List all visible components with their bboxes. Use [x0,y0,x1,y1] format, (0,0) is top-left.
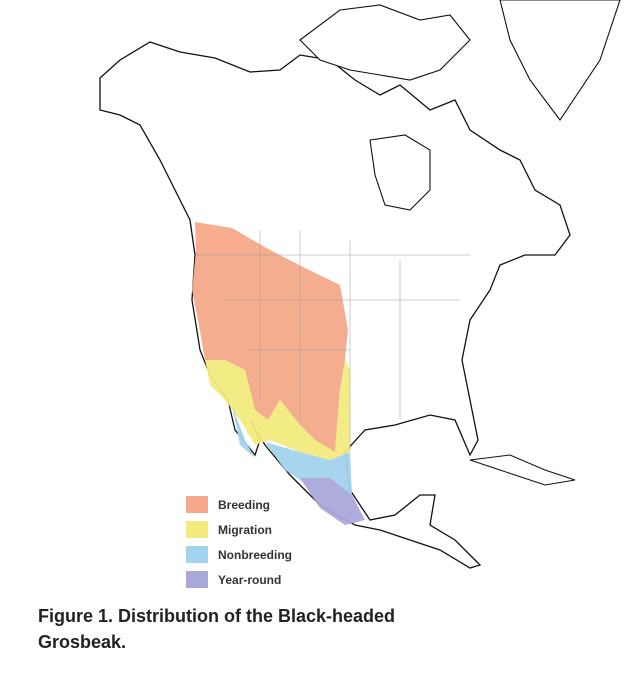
cuba [469,454,576,486]
legend-item-migration: Migration [186,517,292,542]
state-borders [195,230,470,450]
hudson-bay [369,134,431,211]
legend-label: Migration [218,522,272,537]
range-year-round [300,478,365,525]
greenland-edge [499,0,621,121]
legend-item-year-round: Year-round [186,567,292,592]
legend-item-nonbreeding: Nonbreeding [186,542,292,567]
figure-caption: Figure 1. Distribution of the Black-head… [38,606,396,652]
legend-label: Year-round [218,572,282,587]
range-nonbreeding [232,405,352,500]
legend-item-breeding: Breeding [186,492,292,517]
range-map [99,0,621,569]
arctic-islands [299,4,471,81]
range-migration [205,360,350,460]
legend-swatch [186,496,208,513]
legend-label: Breeding [218,497,271,512]
range-breeding [192,222,348,452]
legend-swatch [186,521,208,538]
legend: Breeding Migration Nonbreeding Year-roun… [186,492,292,592]
range-areas [192,222,365,525]
legend-swatch [186,546,208,563]
legend-swatch [186,571,208,588]
legend-label: Nonbreeding [218,547,292,562]
